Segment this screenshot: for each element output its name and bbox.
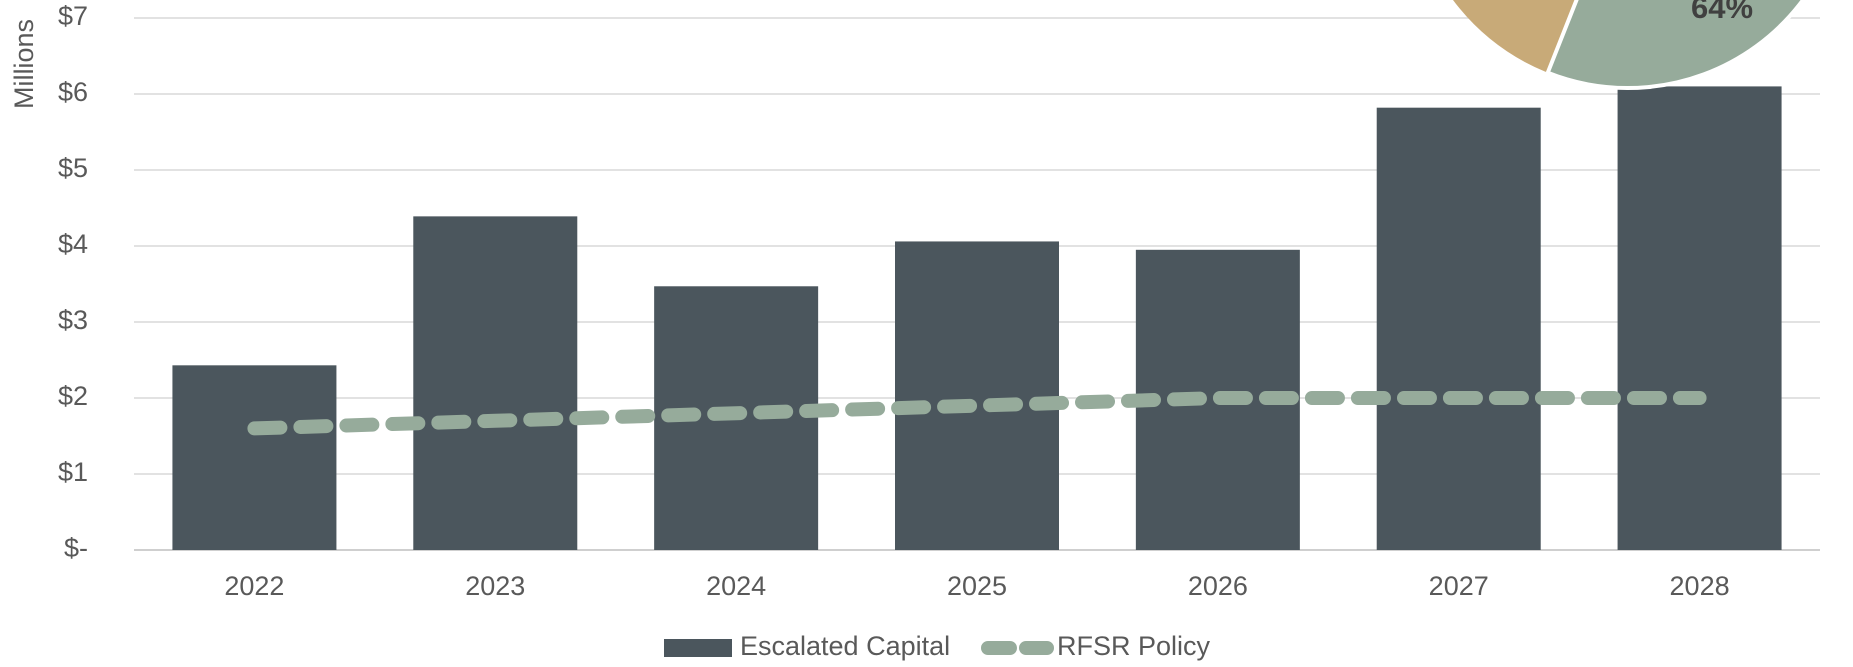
y-tick-label: $6 — [58, 77, 88, 107]
y-tick-label: $3 — [58, 305, 88, 335]
bar — [895, 241, 1059, 550]
x-tick-label: 2025 — [947, 571, 1007, 601]
bar — [172, 365, 337, 550]
pie-label: 64% — [1691, 0, 1753, 25]
x-tick-label: 2022 — [224, 571, 284, 601]
legend-label: Escalated Capital — [740, 631, 950, 661]
y-tick-label: $4 — [58, 229, 88, 259]
y-tick-label: $- — [64, 533, 88, 563]
y-axis-label: Millions — [9, 19, 39, 109]
x-tick-label: 2023 — [465, 571, 525, 601]
line — [247, 391, 1707, 436]
y-tick-label: $1 — [58, 457, 88, 487]
x-tick-label: 2027 — [1429, 571, 1489, 601]
bar — [1617, 86, 1782, 551]
bar — [413, 216, 578, 551]
x-tick-label: 2028 — [1670, 571, 1730, 601]
legend-label: RFSR Policy — [1057, 631, 1211, 661]
legend-swatch — [664, 639, 732, 657]
x-tick-label: 2024 — [706, 571, 766, 601]
x-tick-label: 2026 — [1188, 571, 1248, 601]
pie-slice — [1545, 0, 1806, 90]
bar — [1376, 107, 1541, 551]
y-tick-label: $5 — [58, 153, 88, 183]
y-tick-label: $2 — [58, 381, 88, 411]
y-tick-label: $7 — [58, 1, 88, 31]
